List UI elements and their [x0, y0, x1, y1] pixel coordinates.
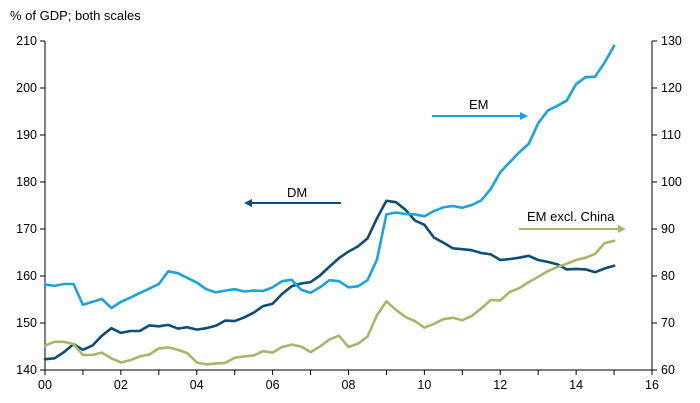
em-excl-china-label: EM excl. China — [527, 209, 615, 224]
dm-label: DM — [287, 185, 307, 200]
left-tick-label: 190 — [16, 128, 37, 142]
x-tick-label: 00 — [38, 378, 52, 392]
x-tick-label: 16 — [645, 378, 659, 392]
x-tick-label: 12 — [493, 378, 507, 392]
x-tick-label: 08 — [342, 378, 356, 392]
series-lines — [43, 44, 616, 366]
right-tick-label: 130 — [661, 34, 682, 48]
x-tick-label: 10 — [417, 378, 431, 392]
em-label: EM — [469, 97, 489, 112]
right-tick-label: 100 — [661, 175, 682, 189]
right-tick-label: 60 — [661, 363, 675, 377]
left-tick-label: 150 — [16, 316, 37, 330]
left-tick-label: 140 — [16, 363, 37, 377]
annotation-em-excl-china: EM excl. China — [519, 209, 626, 233]
annotation-em: EM — [432, 97, 528, 120]
right-tick-label: 110 — [661, 128, 681, 142]
series-line-em — [43, 44, 616, 310]
series-line-em-excl-china — [43, 239, 616, 366]
right-tick-label: 120 — [661, 81, 682, 95]
right-y-axis: 60 70 80 90 100 110 120 130 — [651, 34, 682, 377]
x-tick-label: 06 — [266, 378, 280, 392]
x-tick-label: 04 — [190, 378, 204, 392]
chart-subtitle: % of GDP; both scales — [10, 8, 141, 23]
right-tick-label: 70 — [661, 316, 675, 330]
left-tick-label: 200 — [16, 81, 37, 95]
left-tick-label: 160 — [16, 269, 37, 283]
right-tick-label: 90 — [661, 222, 675, 236]
x-tick-label: 02 — [114, 378, 128, 392]
left-y-axis: 140 150 160 170 180 190 200 210 — [16, 34, 46, 377]
x-tick-label: 14 — [569, 378, 583, 392]
series-line-dm — [43, 199, 616, 361]
left-tick-label: 210 — [16, 34, 37, 48]
annotation-dm: DM — [244, 185, 341, 207]
left-tick-label: 170 — [16, 222, 37, 236]
left-tick-label: 180 — [16, 175, 37, 189]
right-tick-label: 80 — [661, 269, 675, 283]
x-axis: 00 02 04 06 08 10 12 14 16 — [38, 369, 659, 392]
